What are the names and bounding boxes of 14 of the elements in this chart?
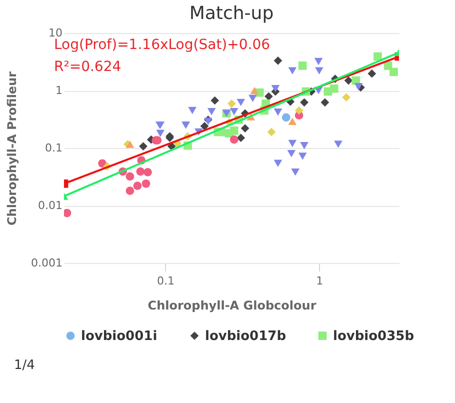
- y-tick-label: 10: [48, 26, 62, 40]
- legend-label: lovbio035b: [333, 328, 414, 344]
- y-tick-label: 0.001: [31, 256, 62, 270]
- y-tick-label: 1: [56, 84, 62, 97]
- legend-label: lovbio001i: [81, 328, 158, 344]
- chart-title: Match-up: [189, 3, 274, 24]
- y-tick-label: 0.1: [45, 142, 62, 154]
- x-axis-title: Chlorophyll-A Globcolour: [148, 298, 316, 312]
- y-tick-label: 0.01: [38, 199, 62, 212]
- annotation: R²=0.624: [54, 59, 122, 75]
- annotation: Log(Prof)=1.16xLog(Sat)+0.06: [54, 37, 270, 53]
- legend-label: lovbio017b: [205, 328, 286, 344]
- y-axis-title: Chlorophyll-A Profileur: [5, 71, 20, 226]
- text: 1/4: [14, 358, 35, 373]
